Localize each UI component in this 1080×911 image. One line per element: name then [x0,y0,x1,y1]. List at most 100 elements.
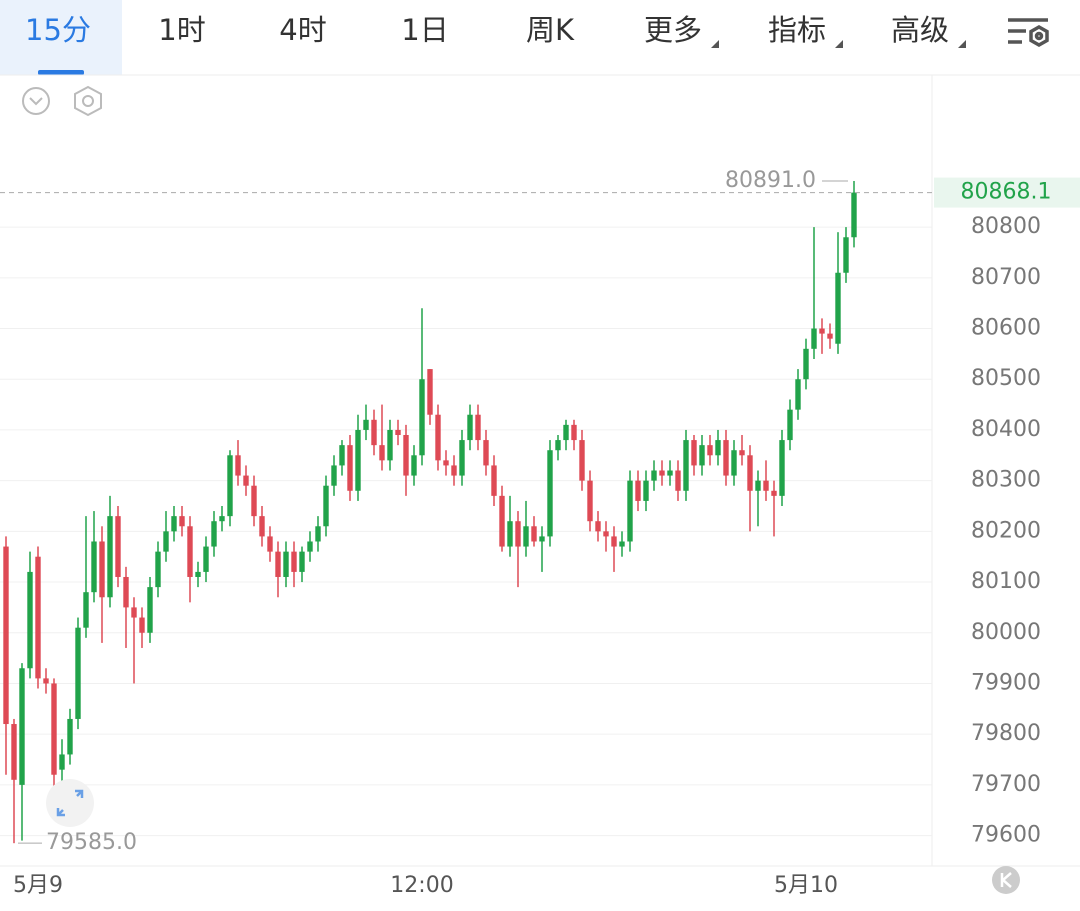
candle-body [467,414,473,441]
k-button[interactable] [992,866,1020,894]
tab[interactable]: 更多 [644,13,702,47]
candle-body [531,526,537,542]
candle-body [155,551,161,588]
candle-body [323,485,329,527]
candle-body [563,424,569,441]
candle-body [819,328,825,334]
tab[interactable]: 1日 [401,13,448,47]
candle-body [659,470,665,476]
candle-body [355,429,361,491]
candle-body [235,455,241,476]
candle-body [347,445,353,491]
candle-body [259,516,265,537]
tab[interactable]: 1时 [158,13,205,47]
min-label: 79585.0 [46,830,137,855]
candle-body [835,272,841,344]
last-price-label: 80868.1 [961,180,1052,205]
candle-body [19,668,25,785]
max-label: 80891.0 [725,168,816,193]
candle-body [539,536,545,542]
candle-body [403,435,409,476]
tab-selected-bg [0,0,122,75]
candle-body [115,516,121,577]
candle-body [843,237,849,273]
candle-body [675,470,681,491]
candle-body [483,440,489,466]
candle-body [211,521,217,547]
candle-body [611,536,617,547]
y-tick-label: 80600 [971,316,1041,341]
candle-body [571,424,577,441]
y-tick-label: 80700 [971,265,1041,290]
candle-body [411,455,417,476]
candle-body [515,521,521,547]
candle-body [43,678,49,684]
candle-body [851,192,857,238]
candle-body [435,414,441,461]
tab[interactable]: 4时 [279,13,326,47]
candle-body [35,556,41,679]
candle-body [91,541,97,593]
candle-body [299,551,305,572]
y-tick-label: 80300 [971,468,1041,493]
candle-body [251,485,257,517]
candle-body [459,440,465,476]
candle-body [27,571,33,669]
candle-body [763,480,769,491]
candle-body [275,551,281,577]
candle-body [627,480,633,542]
candle-body [555,440,561,451]
candle-body [811,328,817,349]
candle-body [75,627,81,719]
candle-body [643,480,649,501]
candle-body [3,546,9,725]
candle-body [227,455,233,517]
candle-body [707,445,713,456]
collapse-icon[interactable] [22,87,50,115]
candle-body [715,440,721,456]
candle-body [795,379,801,410]
candle-body [723,440,729,476]
candle-body [147,587,153,633]
y-tick-label: 80400 [971,417,1041,442]
last-price-bg [934,177,1080,208]
candle-body [51,683,57,775]
y-tick-label: 79900 [971,670,1041,695]
candle-body [203,546,209,572]
x-tick-label: 12:00 [390,873,453,898]
candle-body [379,445,385,461]
candle-body [667,470,673,476]
tab[interactable]: 高级 [891,13,949,47]
expand-icon[interactable] [46,779,94,827]
candle-body [739,450,745,456]
candle-body [243,475,249,486]
hex-settings-icon[interactable] [74,85,102,117]
candle-body [651,470,657,481]
candle-body [427,369,433,415]
tab[interactable]: 15分 [25,13,91,47]
x-tick-label: 5月10 [774,873,838,898]
candle-body [67,718,73,755]
candle-body [291,551,297,572]
tab[interactable]: 周K [526,13,575,47]
candle-body [11,724,17,780]
candle-body [99,541,105,598]
candle-body [779,440,785,496]
candle-body [187,526,193,577]
tab[interactable]: 指标 [768,13,826,47]
y-tick-label: 80100 [971,569,1041,594]
candle-body [107,516,113,598]
candle-body [619,541,625,547]
settings-icon[interactable] [1008,18,1049,48]
candle-body [579,440,585,481]
candle-body [787,409,793,441]
y-tick-label: 79700 [971,772,1041,797]
candle-body [499,495,505,547]
candle-body [771,490,777,496]
dropdown-arrows [711,40,966,48]
candle-body [595,521,601,532]
candle-body [123,576,129,608]
candle-body [83,592,89,628]
